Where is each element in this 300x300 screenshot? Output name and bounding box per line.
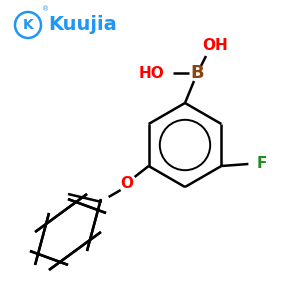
Text: OH: OH [202, 38, 228, 52]
Text: K: K [22, 18, 33, 32]
Text: HO: HO [138, 65, 164, 80]
Text: Kuujia: Kuujia [49, 16, 117, 34]
Text: ®: ® [42, 6, 49, 12]
Text: B: B [190, 64, 204, 82]
Text: O: O [120, 176, 133, 191]
Text: F: F [256, 157, 267, 172]
